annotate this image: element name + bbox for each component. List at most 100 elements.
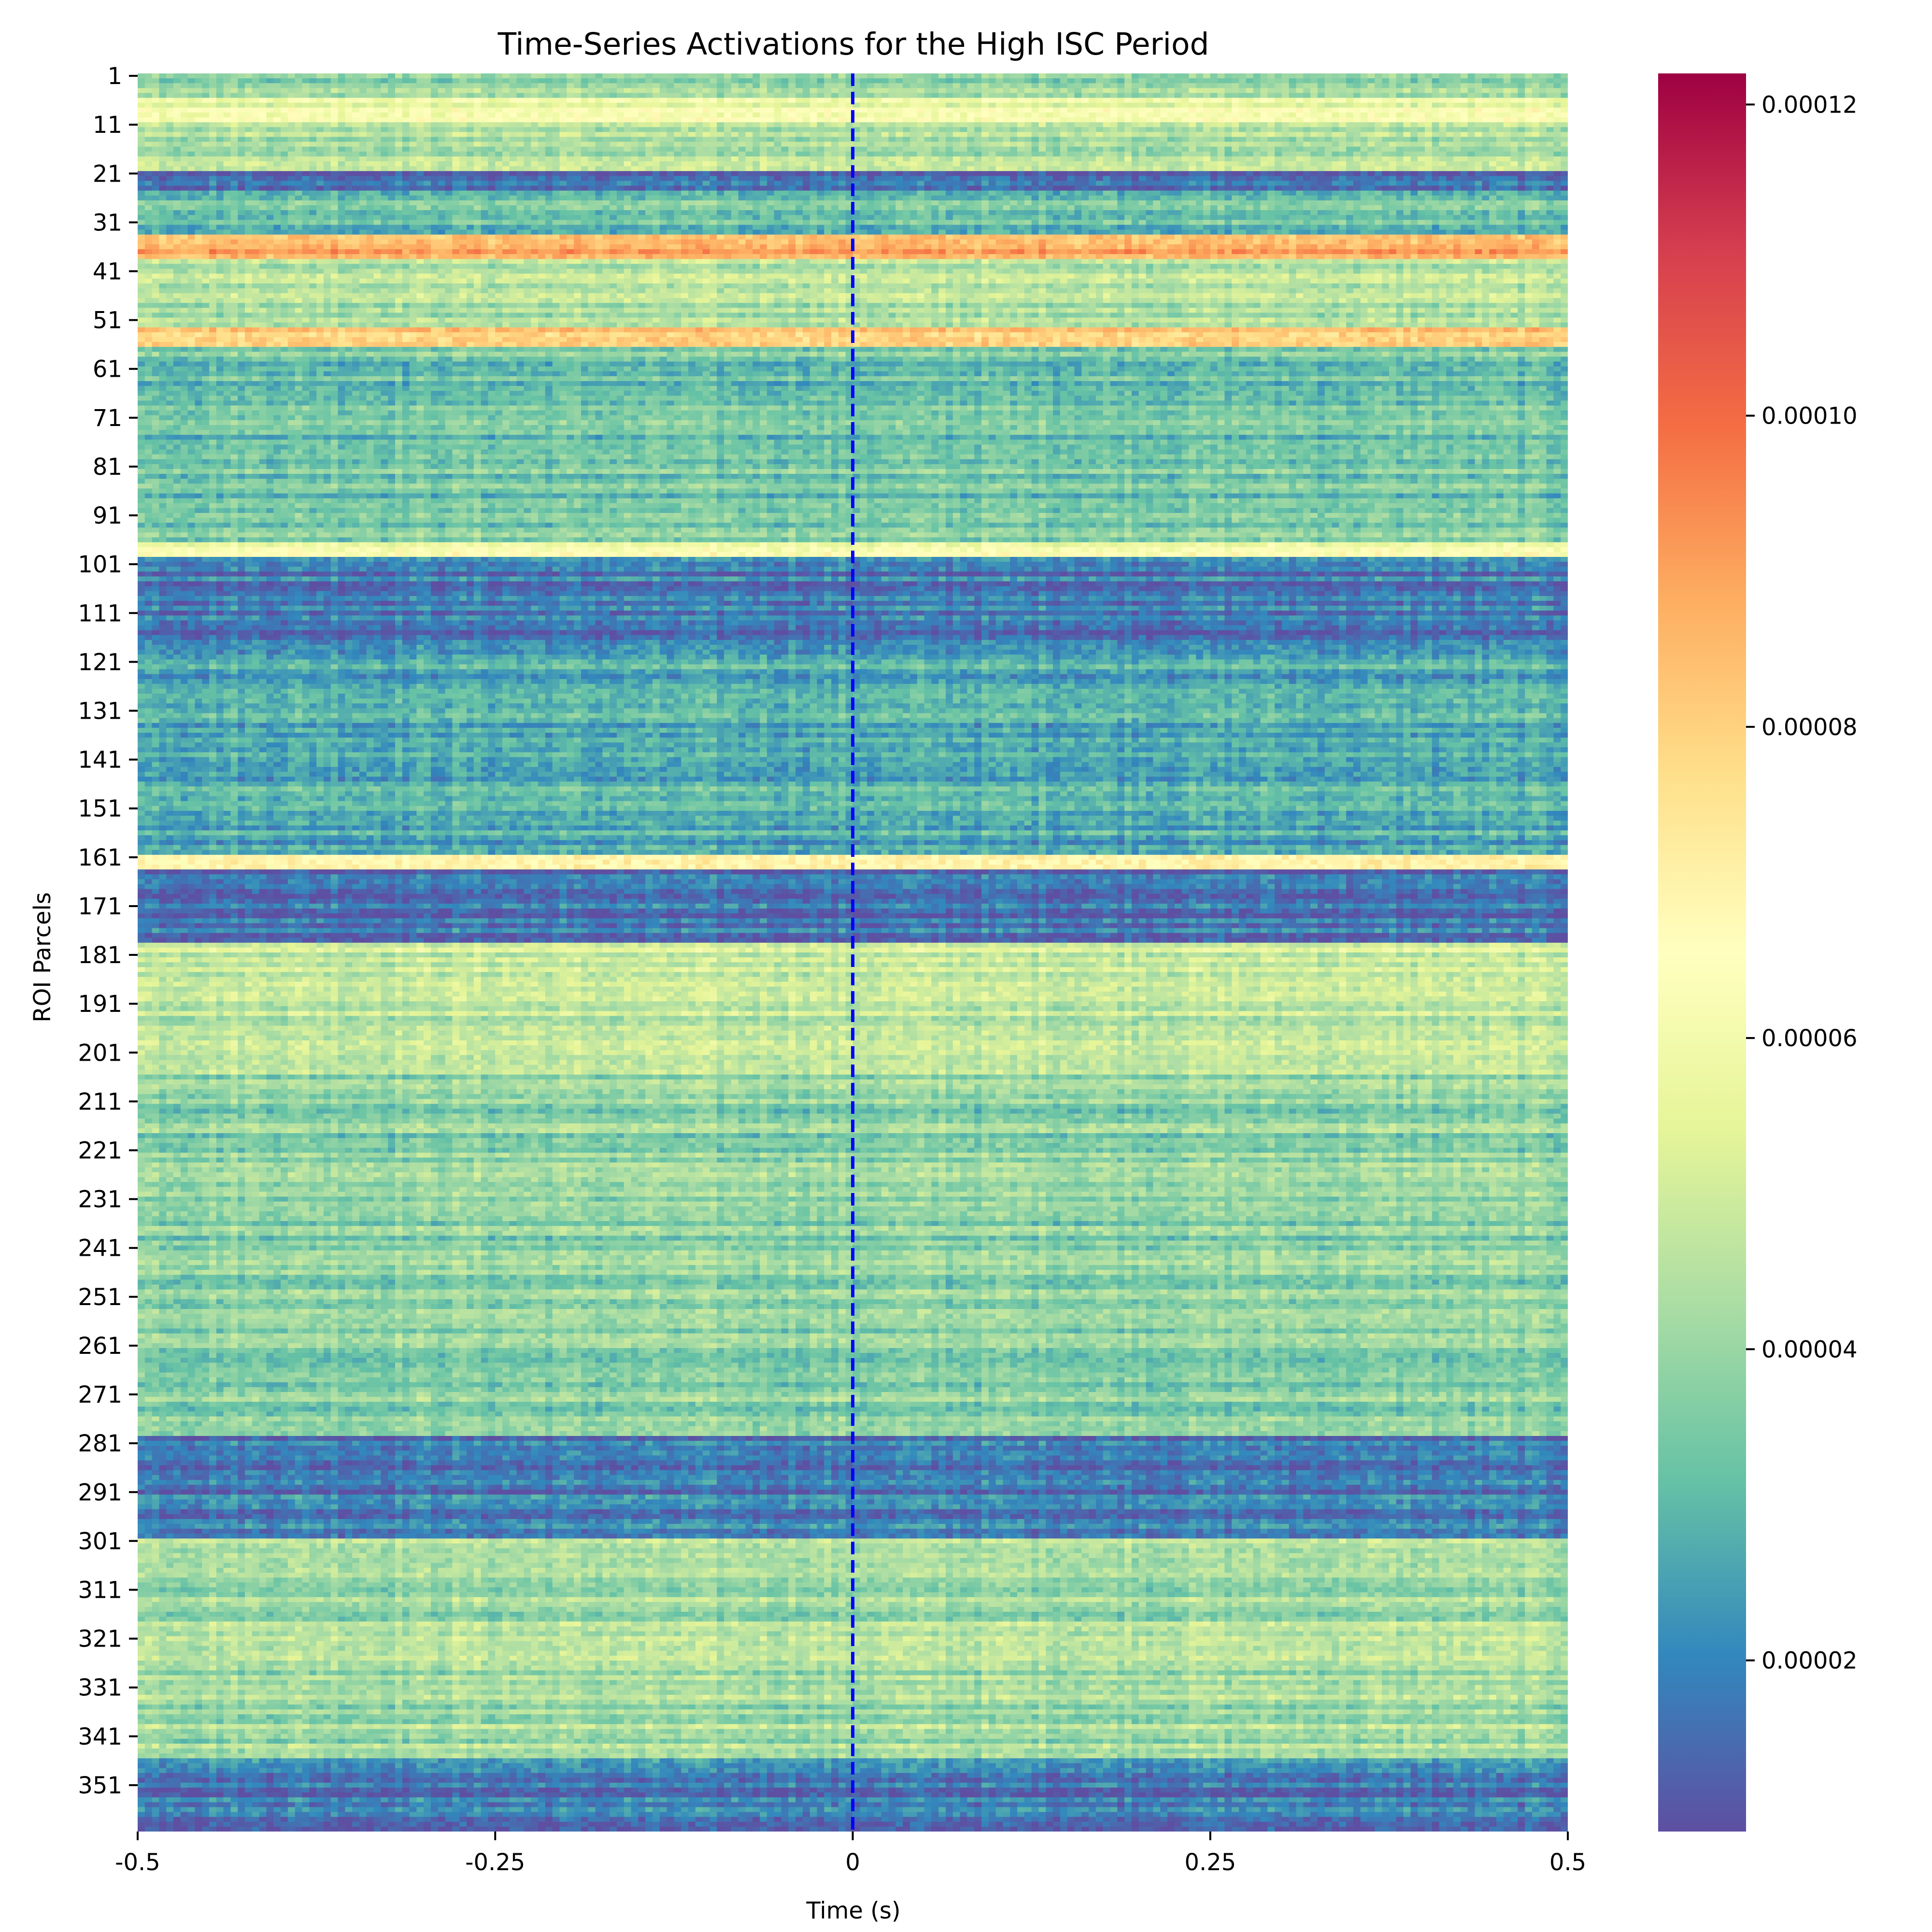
heatmap-cell [1253, 78, 1261, 84]
heatmap-cell [681, 132, 688, 137]
heatmap-cell [1532, 122, 1539, 128]
heatmap-cell [1182, 98, 1189, 103]
heatmap-cell [938, 93, 946, 98]
heatmap-cell [452, 73, 459, 79]
heatmap-cell [288, 113, 295, 118]
heatmap-cell [889, 83, 896, 88]
heatmap-cell [488, 117, 495, 123]
heatmap-cell [510, 78, 517, 84]
heatmap-cell [903, 127, 910, 132]
heatmap-cell [1289, 93, 1296, 98]
heatmap-cell [216, 142, 224, 147]
heatmap-cell [1218, 78, 1225, 84]
heatmap-cell [1218, 117, 1225, 123]
heatmap-cell [1046, 113, 1053, 118]
heatmap-cell [1496, 73, 1504, 79]
heatmap-cell [1410, 103, 1418, 108]
heatmap-cell [1432, 98, 1439, 103]
heatmap-cell [1203, 132, 1210, 137]
heatmap-cell [617, 88, 624, 93]
heatmap-cell [1439, 127, 1447, 132]
heatmap-cell [1182, 127, 1189, 132]
heatmap-cell [1325, 98, 1332, 103]
heatmap-cell [138, 113, 145, 118]
heatmap-cell [224, 132, 231, 137]
heatmap-cell [1253, 98, 1261, 103]
heatmap-cell [1032, 93, 1039, 98]
heatmap-cell [1453, 108, 1461, 113]
heatmap-cell [717, 93, 724, 98]
heatmap-cell [903, 122, 910, 128]
heatmap-cell [1339, 132, 1346, 137]
heatmap-cell [1453, 113, 1461, 118]
heatmap-cell [1153, 88, 1160, 93]
heatmap-cell [1096, 108, 1103, 113]
heatmap-cell [166, 93, 173, 98]
heatmap-cell [352, 122, 359, 128]
heatmap-cell [331, 142, 338, 147]
heatmap-cell [324, 122, 331, 128]
heatmap-cell [1346, 117, 1353, 123]
heatmap-cell [166, 73, 173, 79]
heatmap-cell [638, 142, 645, 147]
heatmap-cell [638, 88, 645, 93]
heatmap-cell [817, 93, 824, 98]
heatmap-cell [1110, 122, 1117, 128]
heatmap-cell [981, 113, 989, 118]
heatmap-cell [981, 83, 989, 88]
heatmap-cell [696, 83, 703, 88]
heatmap-cell [524, 142, 531, 147]
heatmap-cell [574, 103, 581, 108]
heatmap-cell [1361, 103, 1368, 108]
heatmap-cell [559, 117, 567, 123]
heatmap-cell [688, 122, 696, 128]
heatmap-cell [188, 127, 195, 132]
heatmap-cell [359, 98, 367, 103]
heatmap-cell [1024, 137, 1032, 142]
heatmap-cell [302, 117, 310, 123]
heatmap-cell [874, 137, 881, 142]
heatmap-cell [1210, 103, 1218, 108]
heatmap-cell [1239, 98, 1246, 103]
heatmap-cell [324, 98, 331, 103]
heatmap-cell [1053, 103, 1060, 108]
heatmap-cell [302, 142, 310, 147]
heatmap-cell [238, 88, 245, 93]
heatmap-cell [960, 103, 967, 108]
heatmap-cell [960, 98, 967, 103]
heatmap-cell [152, 103, 159, 108]
heatmap-cell [531, 142, 538, 147]
heatmap-cell [731, 78, 739, 84]
heatmap-cell [1367, 98, 1375, 103]
heatmap-cell [638, 137, 645, 142]
heatmap-cell [1303, 127, 1310, 132]
heatmap-cell [1081, 127, 1089, 132]
heatmap-cell [1289, 98, 1296, 103]
heatmap-cell [159, 122, 166, 128]
heatmap-cell [1561, 137, 1568, 142]
heatmap-cell [588, 127, 596, 132]
heatmap-cell [1403, 83, 1410, 88]
heatmap-cell [1203, 88, 1210, 93]
heatmap-cell [202, 122, 209, 128]
heatmap-cell [1410, 108, 1418, 113]
heatmap-cell [1403, 93, 1410, 98]
heatmap-cell [152, 127, 159, 132]
heatmap-cell [309, 127, 316, 132]
heatmap-cell [989, 127, 996, 132]
heatmap-cell [1339, 113, 1346, 118]
heatmap-cell [767, 117, 774, 123]
heatmap-cell [424, 137, 431, 142]
heatmap-cell [188, 88, 195, 93]
heatmap-cell [874, 78, 881, 84]
heatmap-cell [881, 93, 889, 98]
heatmap-cell [1547, 98, 1554, 103]
heatmap-cell [1496, 88, 1504, 93]
heatmap-cell [1504, 88, 1511, 93]
heatmap-cell [138, 142, 145, 147]
heatmap-cell [717, 127, 724, 132]
heatmap-cell [924, 127, 932, 132]
heatmap-cell [946, 122, 953, 128]
heatmap-cell [567, 73, 574, 79]
heatmap-cell [1525, 113, 1532, 118]
